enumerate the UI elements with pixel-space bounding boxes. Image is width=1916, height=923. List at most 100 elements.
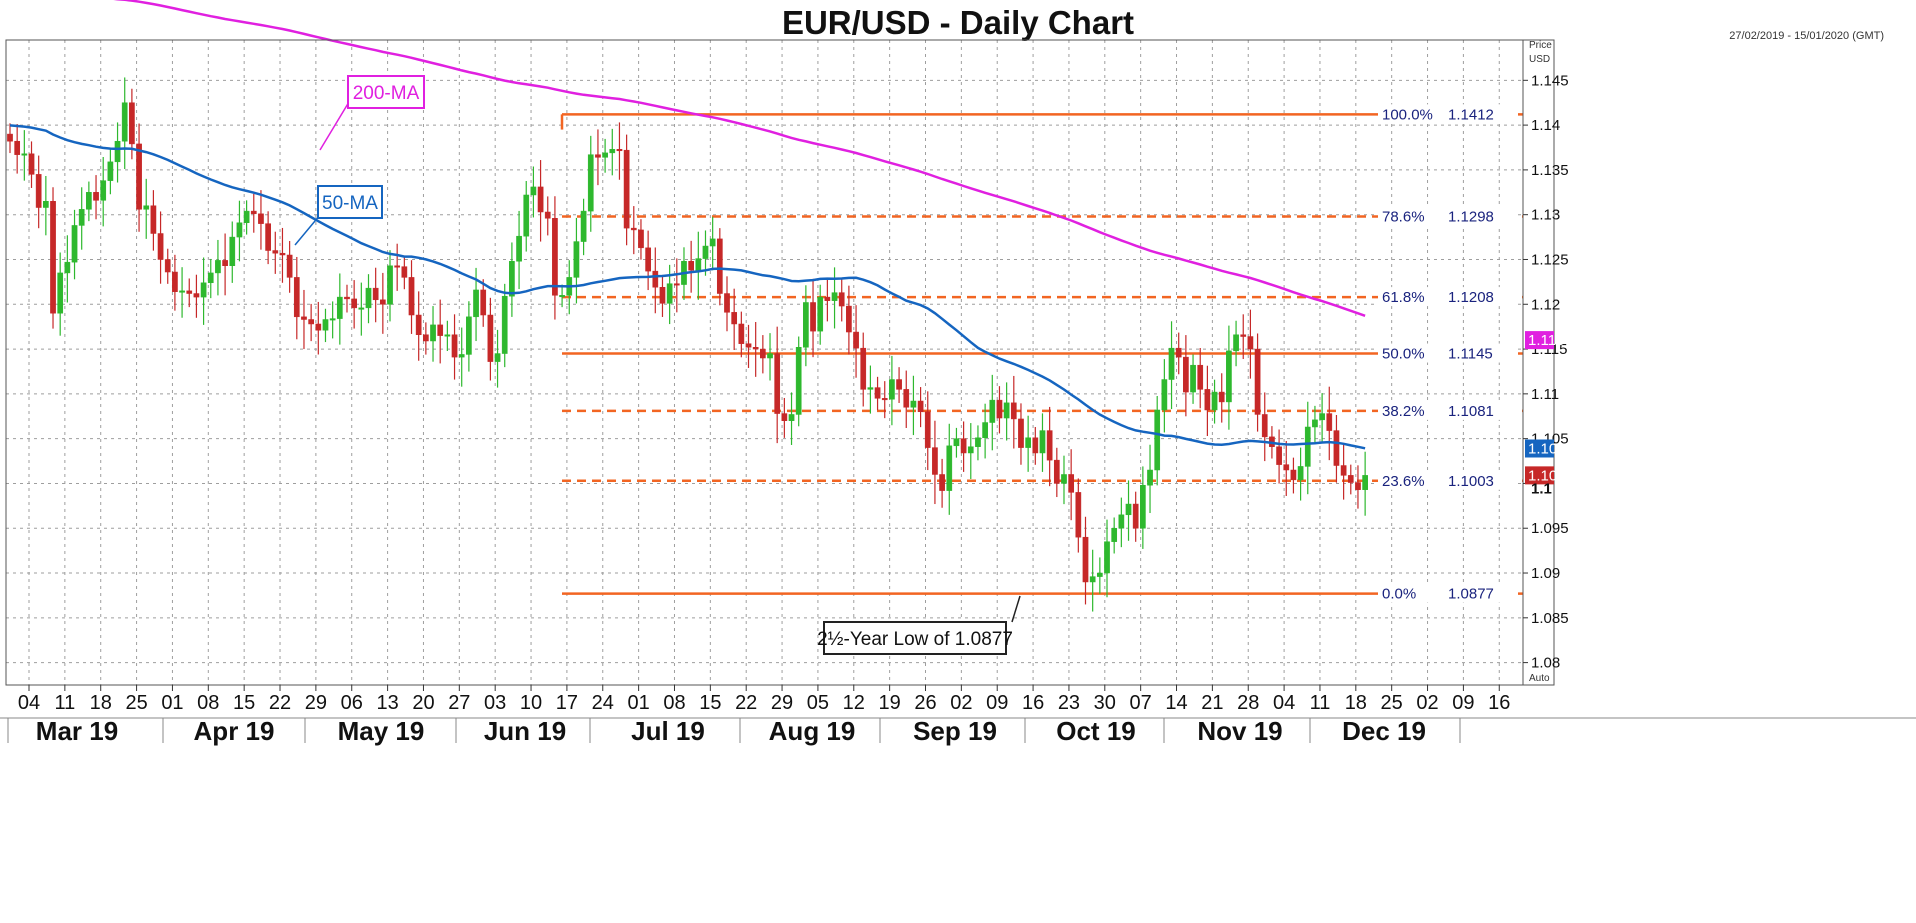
candle-down [293, 277, 300, 318]
x-week-label: 16 [1488, 692, 1510, 714]
candle-down [760, 348, 766, 359]
candle-down [1290, 469, 1297, 481]
fib-value-label: 1.1003 [1448, 473, 1494, 490]
candle-up [1304, 426, 1311, 467]
axis-unit-bottom: USD [1529, 54, 1550, 65]
candle-up [1025, 437, 1031, 448]
candle-down [408, 277, 415, 316]
fib-label-bg [1378, 104, 1518, 124]
candle-down [1082, 536, 1089, 583]
x-week-label: 20 [412, 692, 434, 714]
x-week-label: 15 [233, 692, 255, 714]
x-week-label: 18 [90, 692, 112, 714]
ma50-label: 50-MA [322, 193, 378, 214]
candle-down [781, 413, 788, 421]
candle-up [229, 236, 236, 266]
x-month-label: Apr 19 [194, 716, 275, 746]
candle-up [602, 152, 608, 158]
candle-down [258, 213, 264, 224]
candle-down [1276, 446, 1282, 465]
y-tick-label: 1.14 [1531, 117, 1560, 134]
x-week-label: 22 [269, 692, 291, 714]
candle-down [344, 296, 350, 300]
candle-up [1125, 503, 1132, 516]
candle-up [1118, 514, 1125, 529]
candle-up [1190, 364, 1196, 393]
axis-unit-top: Price [1529, 40, 1552, 51]
candle-up [207, 272, 214, 284]
x-month-label: Nov 19 [1197, 716, 1282, 746]
grid [6, 40, 1523, 685]
x-week-label: 15 [699, 692, 721, 714]
x-week-label: 11 [1310, 692, 1331, 714]
candle-up [86, 192, 92, 210]
candle-down [595, 154, 601, 158]
low-label: 2½-Year Low of 1.0877 [817, 629, 1013, 650]
x-month-label: Mar 19 [36, 716, 118, 746]
y-tick-label: 1.11 [1531, 386, 1559, 403]
ma50-label-box [317, 185, 383, 219]
x-week-label: 30 [1094, 692, 1116, 714]
candle-up [1211, 391, 1218, 411]
x-week-label: 02 [1416, 692, 1438, 714]
candle-down [544, 211, 551, 219]
x-week-label: 10 [520, 692, 542, 714]
candle-up [1312, 419, 1318, 428]
candle-up [1226, 350, 1232, 403]
candle-up [466, 316, 472, 355]
candle-down [745, 343, 752, 348]
candle-down [1075, 492, 1082, 538]
candle-down [279, 252, 286, 256]
candle-down [1053, 459, 1060, 484]
candle-up [767, 353, 773, 359]
candle-up [501, 295, 508, 354]
candle-down [1340, 465, 1347, 476]
candle-up [100, 180, 107, 201]
candle-down [164, 259, 171, 273]
ma200-label: 200-MA [353, 83, 420, 104]
candle-up [989, 399, 996, 423]
fib-value-label: 1.1208 [1448, 289, 1494, 306]
fib-label-bg [1378, 206, 1518, 226]
candle-up [702, 245, 709, 259]
fib-value-label: 1.1412 [1448, 106, 1494, 123]
x-month-label: May 19 [338, 716, 425, 746]
x-week-label: 04 [18, 692, 40, 714]
candle-down [1183, 356, 1189, 393]
x-week-label: 08 [197, 692, 219, 714]
candle-up [64, 261, 71, 274]
candle-down [1068, 474, 1075, 493]
candle-down [272, 250, 279, 254]
candle-up [121, 102, 128, 142]
x-week-label: 14 [1165, 692, 1187, 714]
candle-down [1197, 364, 1204, 390]
candle-down [537, 186, 544, 213]
candle-down [853, 331, 859, 349]
x-week-label: 05 [807, 692, 829, 714]
candle-up [365, 287, 372, 309]
ma200-label-box [347, 75, 425, 109]
x-month-label: Jun 19 [484, 716, 566, 746]
candle-up [975, 437, 981, 447]
candle-down [172, 271, 178, 292]
candle-down [1326, 413, 1333, 431]
x-week-label: 27 [448, 692, 470, 714]
candle-down [738, 323, 745, 344]
candle-down [652, 270, 659, 288]
auto-label: Auto [1529, 673, 1550, 684]
candle-up [1140, 484, 1146, 529]
candle-up [336, 296, 343, 319]
candle-down [487, 314, 494, 362]
fib-value-label: 1.1298 [1448, 208, 1494, 225]
candle-down [552, 218, 558, 296]
candle-up [114, 140, 121, 163]
candle-up [1154, 409, 1161, 471]
candle-up [788, 414, 795, 421]
candle-down [774, 353, 781, 414]
candle-up [967, 446, 974, 454]
x-week-label: 23 [1058, 692, 1080, 714]
x-week-label: 09 [1452, 692, 1474, 714]
candle-down [810, 302, 816, 332]
candle-up [329, 318, 336, 321]
